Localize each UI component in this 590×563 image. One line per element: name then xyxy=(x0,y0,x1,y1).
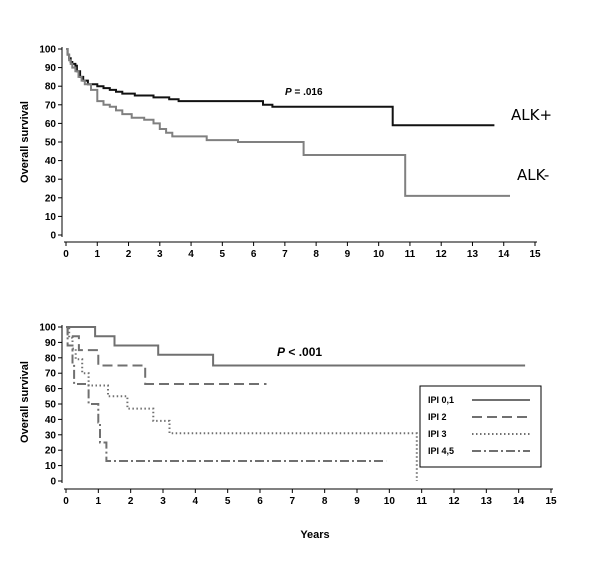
series-line-ipi-4-5 xyxy=(66,326,387,462)
x-tick-label: 5 xyxy=(225,496,231,507)
y-tick-label: 50 xyxy=(45,400,57,411)
x-tick-label: 11 xyxy=(416,496,427,507)
p-value-annotation: P = .016 xyxy=(285,87,323,98)
x-axis-label: Years xyxy=(300,529,329,541)
series-line-alk xyxy=(66,48,510,197)
y-tick-label: 70 xyxy=(45,369,57,380)
y-tick-label: 60 xyxy=(45,384,57,395)
x-tick-label: 1 xyxy=(96,496,102,507)
y-tick-label: 30 xyxy=(45,430,57,441)
y-tick-label: 80 xyxy=(45,82,57,93)
y-tick-label: 20 xyxy=(45,446,57,457)
legend-entry-label: IPI 2 xyxy=(428,412,447,422)
x-tick-label: 15 xyxy=(545,496,557,507)
series-label: ALK- xyxy=(517,166,549,184)
series-label: ALK+ xyxy=(511,106,552,124)
x-tick-label: 9 xyxy=(345,249,351,260)
y-tick-label: 100 xyxy=(39,45,56,56)
x-tick-label: 0 xyxy=(63,496,69,507)
legend-entry-label: IPI 4,5 xyxy=(428,446,454,456)
y-tick-label: 80 xyxy=(45,353,57,364)
x-tick-label: 6 xyxy=(251,249,257,260)
x-tick-label: 0 xyxy=(63,249,69,260)
legend-entry-label: IPI 0,1 xyxy=(428,395,454,405)
x-tick-label: 3 xyxy=(157,249,163,260)
series-line-ipi-3 xyxy=(66,326,418,481)
y-tick-label: 40 xyxy=(45,156,57,167)
x-tick-label: 14 xyxy=(498,249,510,260)
legend-entry-label: IPI 3 xyxy=(428,429,447,439)
y-tick-label: 100 xyxy=(39,323,56,334)
y-tick-label: 90 xyxy=(45,338,57,349)
y-tick-label: 70 xyxy=(45,100,57,111)
x-tick-label: 2 xyxy=(126,249,132,260)
x-tick-label: 13 xyxy=(467,249,479,260)
y-tick-label: 0 xyxy=(50,477,56,488)
x-tick-label: 1 xyxy=(94,249,100,260)
x-tick-label: 15 xyxy=(529,249,541,260)
x-tick-label: 4 xyxy=(193,496,199,507)
y-tick-label: 50 xyxy=(45,138,57,149)
x-tick-label: 3 xyxy=(160,496,166,507)
y-tick-label: 10 xyxy=(45,212,57,223)
x-tick-label: 7 xyxy=(290,496,296,507)
x-tick-label: 8 xyxy=(313,249,319,260)
y-tick-label: 90 xyxy=(45,63,57,74)
y-axis-label: Overall survival xyxy=(19,101,31,183)
y-tick-label: 30 xyxy=(45,175,57,186)
x-tick-label: 11 xyxy=(405,249,416,260)
y-tick-label: 10 xyxy=(45,461,57,472)
x-tick-label: 9 xyxy=(354,496,360,507)
p-value-annotation: P < .001 xyxy=(277,345,322,359)
x-tick-label: 10 xyxy=(373,249,385,260)
x-tick-label: 10 xyxy=(384,496,396,507)
legend: IPI 0,1 IPI 2 IPI 3 IPI 4,5 xyxy=(419,385,542,468)
series-line-ipi-2 xyxy=(66,326,267,385)
series-line-ipi-0-1 xyxy=(66,326,526,367)
x-tick-label: 6 xyxy=(257,496,263,507)
x-tick-label: 5 xyxy=(220,249,226,260)
y-tick-label: 60 xyxy=(45,119,57,130)
x-tick-label: 13 xyxy=(481,496,493,507)
y-tick-label: 40 xyxy=(45,415,57,426)
x-tick-label: 14 xyxy=(513,496,525,507)
x-tick-label: 8 xyxy=(322,496,328,507)
x-tick-label: 4 xyxy=(188,249,194,260)
x-tick-label: 12 xyxy=(448,496,460,507)
y-tick-label: 20 xyxy=(45,193,57,204)
y-axis-label: Overall survival xyxy=(19,361,31,443)
x-tick-label: 2 xyxy=(128,496,134,507)
x-tick-label: 12 xyxy=(436,249,448,260)
y-tick-label: 0 xyxy=(50,231,56,242)
x-tick-label: 7 xyxy=(282,249,288,260)
